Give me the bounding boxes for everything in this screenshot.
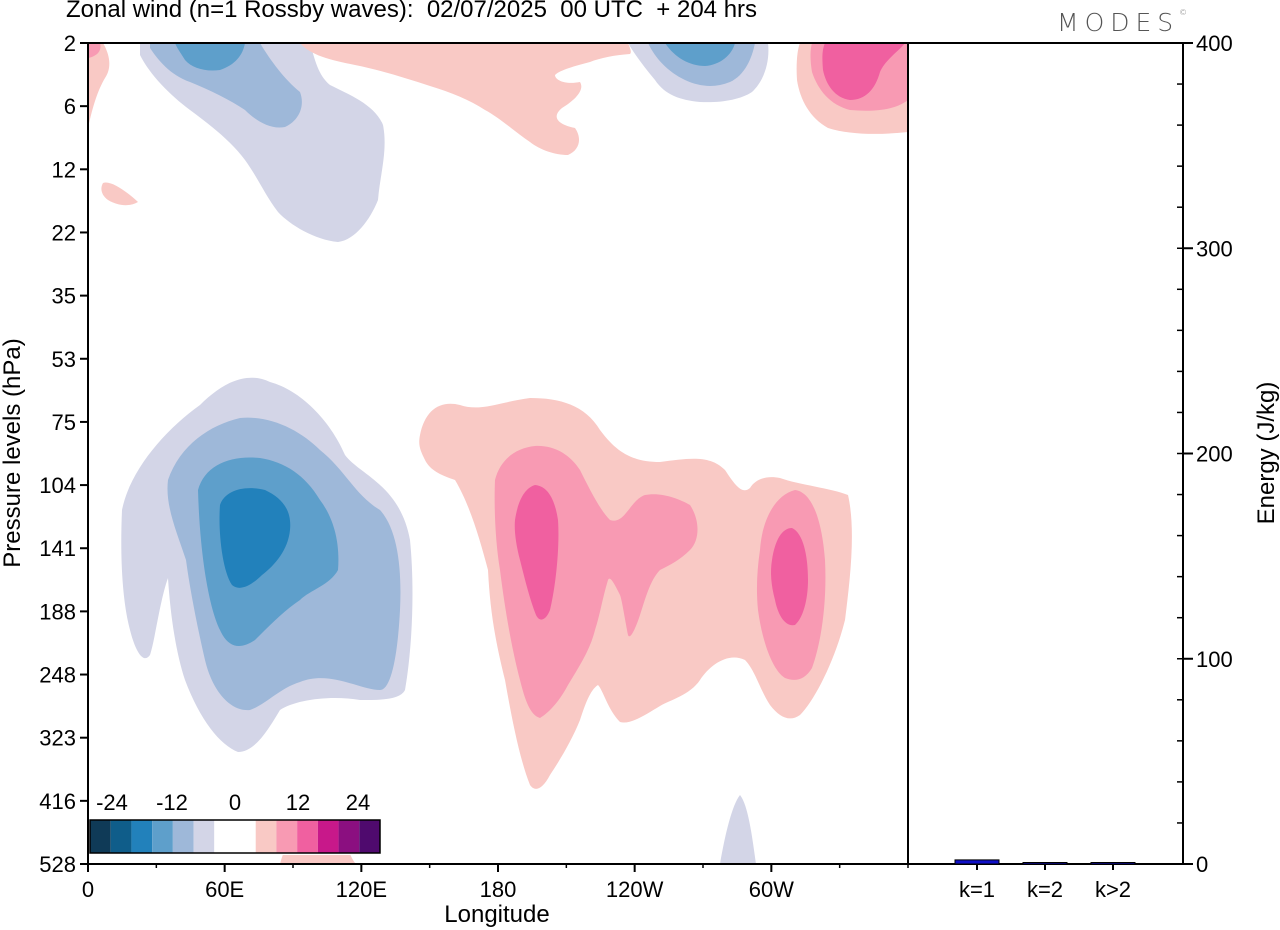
- x-tick-label: 60E: [205, 877, 244, 902]
- y-axis-label: Pressure levels (hPa): [0, 338, 26, 567]
- colorbar-swatch: [235, 820, 256, 853]
- colorbar-label: -12: [156, 790, 188, 815]
- x-tick-label: 120W: [606, 877, 664, 902]
- colorbar-label: 12: [286, 790, 310, 815]
- y-tick-label: 248: [39, 663, 76, 688]
- energy-bar: [1090, 862, 1136, 865]
- y-axis: 2 6 12 22 35 53 75 104 141 188 248 323 416 528: [39, 31, 88, 877]
- x-tick-label: 180: [480, 877, 517, 902]
- colorbar-swatch: [172, 820, 194, 853]
- colorbar-swatch: [276, 820, 298, 853]
- colorbar-swatch: [152, 820, 173, 853]
- y-tick-label: 22: [52, 220, 76, 245]
- x-axis: 0 60E 120E 180 120W 60W: [82, 864, 909, 902]
- y-tick-label: 528: [39, 852, 76, 877]
- y-tick-label: 323: [39, 726, 76, 751]
- x-tick-label: 0: [82, 877, 94, 902]
- y-tick-label: 188: [39, 599, 76, 624]
- energy-bar: [954, 859, 1000, 865]
- chart-title: Zonal wind (n=1 Rossby waves): 02/07/202…: [66, 0, 758, 23]
- colorbar-swatch: [110, 820, 132, 853]
- contour-pos-15-topright: [822, 43, 905, 100]
- contour-field: [88, 43, 908, 864]
- contour-pos-5-leftedge: [88, 43, 110, 128]
- x-tick-label: 120E: [336, 877, 387, 902]
- y-tick-label: 53: [52, 347, 76, 372]
- contour-neg-20: [219, 488, 291, 588]
- colorbar-swatch: [338, 820, 360, 853]
- y-tick-label: 2: [64, 31, 76, 56]
- colorbar-swatch: [359, 820, 380, 853]
- brand-text: MODES: [1057, 8, 1180, 37]
- y-tick-label: 416: [39, 789, 76, 814]
- energy-bar: [1022, 862, 1068, 865]
- contour-neg-5-bottom: [720, 795, 756, 864]
- energy-tick-label: 300: [1196, 236, 1233, 261]
- colorbar-label: 0: [229, 790, 241, 815]
- energy-category-label: k=1: [959, 877, 995, 902]
- y-tick-label: 6: [64, 94, 76, 119]
- contour-pos-15b: [771, 528, 808, 626]
- colorbar-swatch: [297, 820, 318, 853]
- y-tick-label: 12: [52, 157, 76, 182]
- colorbar-swatch: [90, 820, 111, 853]
- energy-category-label: k=2: [1027, 877, 1063, 902]
- contour-pos-5-small: [101, 182, 138, 206]
- contour-neg-15-top2: [665, 43, 735, 66]
- contour-pos-5-top: [300, 43, 631, 155]
- energy-axis: 0 100 200 300 400: [1177, 31, 1233, 877]
- colorbar-swatch: [131, 820, 153, 853]
- contour-neg-15-top: [175, 43, 245, 71]
- contour-pos-5-leftedge2: [88, 43, 101, 58]
- y-tick-label: 35: [52, 284, 76, 309]
- colorbar-swatch: [317, 820, 339, 853]
- y-tick-label: 104: [39, 473, 76, 498]
- energy-category-label: k>2: [1095, 877, 1131, 902]
- energy-tick-label: 0: [1196, 852, 1208, 877]
- energy-tick-label: 400: [1196, 31, 1233, 56]
- energy-bars: k=1 k=2 k>2: [954, 859, 1136, 902]
- y-tick-label: 141: [39, 536, 76, 561]
- colorbar-swatch: [214, 820, 235, 853]
- contour-neg-10-top: [150, 43, 302, 128]
- energy-tick-label: 100: [1196, 647, 1233, 672]
- energy-axis-label: Energy (J/kg): [1253, 382, 1280, 525]
- energy-tick-label: 200: [1196, 442, 1233, 467]
- colorbar-label: -24: [96, 790, 128, 815]
- colorbar-swatch: [255, 820, 277, 853]
- colorbar: -24 -12 0 12 24: [88, 786, 382, 855]
- colorbar-swatch: [193, 820, 215, 853]
- brand-mark: ©: [1179, 8, 1188, 17]
- colorbar-frame: [89, 819, 381, 854]
- y-tick-label: 75: [52, 410, 76, 435]
- brand-logo: MODES©: [1057, 8, 1187, 37]
- x-tick-label: 60W: [749, 877, 794, 902]
- colorbar-label: 24: [346, 790, 370, 815]
- contour-neg-5-top: [140, 43, 385, 242]
- x-axis-label: Longitude: [444, 901, 549, 928]
- contour-pos-15a: [514, 485, 559, 620]
- energy-plot-frame: [907, 42, 1184, 865]
